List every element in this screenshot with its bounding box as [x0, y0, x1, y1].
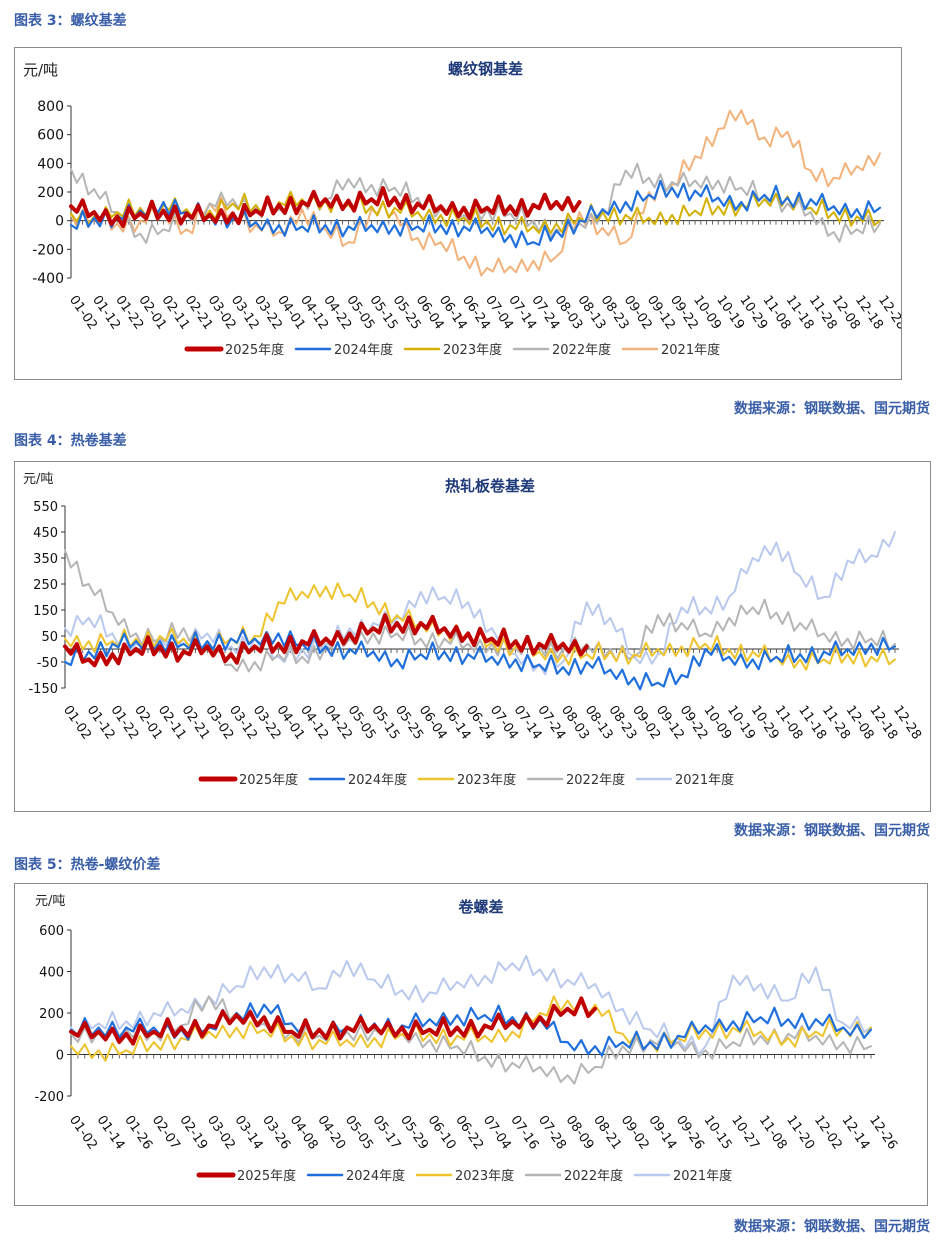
chart1-legend-label: 2024年度 — [334, 342, 393, 358]
chart2-title: 热轧板卷基差 — [445, 477, 535, 495]
chart1-y-tick-label: 800 — [37, 99, 64, 115]
chart1-y-tick-label: 200 — [37, 185, 64, 201]
chart3-series-2022年度 — [70, 995, 872, 1085]
chart2-series-2021年度 — [64, 531, 896, 676]
chart3-svg: 卷螺差 元/吨 -200 0 200 400 600 01-0201-1401-2602-07… — [34, 894, 900, 1184]
chart3-y-unit: 元/吨 — [35, 894, 65, 909]
chart2-legend-label: 2024年度 — [348, 772, 407, 788]
chart3-legend-label: 2025年度 — [237, 1168, 296, 1184]
chart3-x-tick-label: 07-28 — [535, 1113, 569, 1153]
chart3-x-tick-label: 01-02 — [66, 1113, 100, 1153]
chart2-svg: 热轧板卷基差元/吨-150-505015025035045055001-0201… — [23, 472, 924, 788]
chart3-x-tick-label: 06-10 — [425, 1113, 459, 1153]
chart2-y-tick-label: 450 — [33, 526, 58, 541]
chart1-series-2021年度 — [70, 109, 881, 277]
chart3-y-tick-label: 400 — [39, 966, 64, 981]
chart1-y-tick-label: 600 — [37, 128, 64, 144]
chart3-x-tick-label: 10-27 — [728, 1113, 762, 1153]
chart3-legend-label: 2024年度 — [346, 1168, 405, 1184]
chart1-source: 数据来源：钢联数据、国元期货 — [734, 401, 930, 417]
chart3-legend-label: 2021年度 — [673, 1168, 732, 1184]
chart2-source: 数据来源：钢联数据、国元期货 — [734, 823, 930, 839]
chart3-legend-label: 2023年度 — [455, 1168, 514, 1184]
chart2-y-tick-label: -50 — [37, 656, 58, 671]
chart1-series-2025年度 — [69, 186, 582, 229]
chart3-x-tick-label: 12-02 — [811, 1113, 845, 1153]
chart1-legend-label: 2023年度 — [443, 342, 502, 358]
chart3-frame: 卷螺差 元/吨 -200 0 200 400 600 01-02 01-14 01-26 02-07… — [14, 883, 928, 1206]
chart2-frame: 热轧板卷基差 元/吨 -150 -50 50 150 250 350 450 550 01-02 01… — [14, 461, 931, 812]
chart1-y-tick-label: 0 — [55, 214, 64, 230]
chart2-y-tick-label: 50 — [41, 630, 58, 645]
chart2-y-tick-label: -150 — [28, 682, 58, 697]
chart3-x-tick-label: 08-09 — [563, 1113, 597, 1153]
chart2-y-tick-label: 550 — [33, 500, 58, 515]
chart2-caption: 图表 4：热卷基差 — [14, 433, 127, 449]
chart3-x-tick-label: 01-14 — [94, 1113, 128, 1153]
chart3-title: 卷螺差 — [457, 898, 503, 916]
chart2-legend-label: 2021年度 — [675, 772, 734, 788]
chart3-y-tick-label: 600 — [39, 924, 64, 939]
chart3-x-tick-label: 10-15 — [701, 1113, 735, 1153]
chart1-legend-label: 2021年度 — [661, 342, 720, 358]
chart3-x-tick-label: 04-20 — [314, 1113, 348, 1153]
chart2-y-tick-label: 350 — [33, 552, 58, 567]
chart3-x-tick-label: 04-08 — [287, 1113, 321, 1153]
chart2-y-unit: 元/吨 — [23, 472, 53, 487]
chart2-series-2025年度 — [63, 613, 589, 668]
chart3-x-tick-label: 03-14 — [232, 1113, 266, 1153]
chart3-legend-label: 2022年度 — [564, 1168, 623, 1184]
chart1-y-tick-label: -400 — [32, 271, 64, 287]
chart3-caption: 图表 5：热卷-螺纹价差 — [14, 857, 161, 873]
chart3-x-tick-label: 12-26 — [866, 1113, 900, 1153]
chart3-x-tick-label: 02-07 — [149, 1113, 183, 1153]
chart3-x-tick-label: 06-22 — [452, 1113, 486, 1153]
chart1-title: 螺纹钢基差 — [448, 60, 523, 78]
chart3-x-tick-label: 11-08 — [756, 1113, 790, 1153]
chart3-x-tick-label: 07-16 — [507, 1113, 541, 1153]
chart3-x-tick-label: 03-02 — [204, 1113, 238, 1153]
chart3-x-tick-label: 09-26 — [673, 1113, 707, 1153]
chart3-x-tick-label: 02-19 — [176, 1113, 210, 1153]
chart1-svg: 螺纹钢基差元/吨-400-200020040060080001-0201-120… — [23, 60, 901, 358]
chart3-x-tick-label: 05-29 — [397, 1113, 431, 1153]
chart3-x-tick-label: 08-21 — [590, 1113, 624, 1153]
chart1-legend-label: 2022年度 — [552, 342, 611, 358]
chart2-y-tick-label: 250 — [33, 578, 58, 593]
chart3-source: 数据来源：钢联数据、国元期货 — [734, 1219, 930, 1235]
chart2-legend-label: 2025年度 — [239, 772, 298, 788]
chart1-frame: 螺纹钢基差 元/吨 -400 -200 0 200 400 600 800 01-02 01-12 0… — [14, 47, 902, 380]
chart1-y-unit: 元/吨 — [23, 61, 58, 79]
chart3-x-tick-label: 01-26 — [121, 1113, 155, 1153]
chart3-y-tick-label: -200 — [34, 1090, 64, 1105]
chart1-caption: 图表 3：螺纹基差 — [14, 13, 127, 29]
chart3-x-tick-label: 05-05 — [342, 1113, 376, 1153]
chart3-x-tick-label: 12-14 — [838, 1113, 872, 1153]
chart3-y-tick-label: 0 — [56, 1049, 64, 1064]
chart3-x-tick-label: 09-14 — [645, 1113, 679, 1153]
chart1-y-tick-label: -200 — [32, 242, 64, 258]
chart3-x-tick-label: 05-17 — [369, 1113, 403, 1153]
chart2-series-2023年度 — [64, 582, 896, 671]
chart1-legend-label: 2025年度 — [225, 342, 284, 358]
chart2-series-2024年度 — [63, 628, 897, 691]
chart2-y-tick-label: 150 — [33, 604, 58, 619]
chart3-x-tick-label: 09-02 — [618, 1113, 652, 1153]
chart3-x-tick-label: 03-26 — [259, 1113, 293, 1153]
chart3-y-tick-label: 200 — [39, 1007, 64, 1022]
chart3-x-tick-label: 11-20 — [783, 1113, 817, 1153]
chart3-x-tick-label: 07-04 — [480, 1113, 514, 1153]
chart1-y-tick-label: 400 — [37, 156, 64, 172]
chart2-legend-label: 2022年度 — [566, 772, 625, 788]
chart3-series-2025年度 — [69, 996, 598, 1046]
chart2-legend-label: 2023年度 — [457, 772, 516, 788]
